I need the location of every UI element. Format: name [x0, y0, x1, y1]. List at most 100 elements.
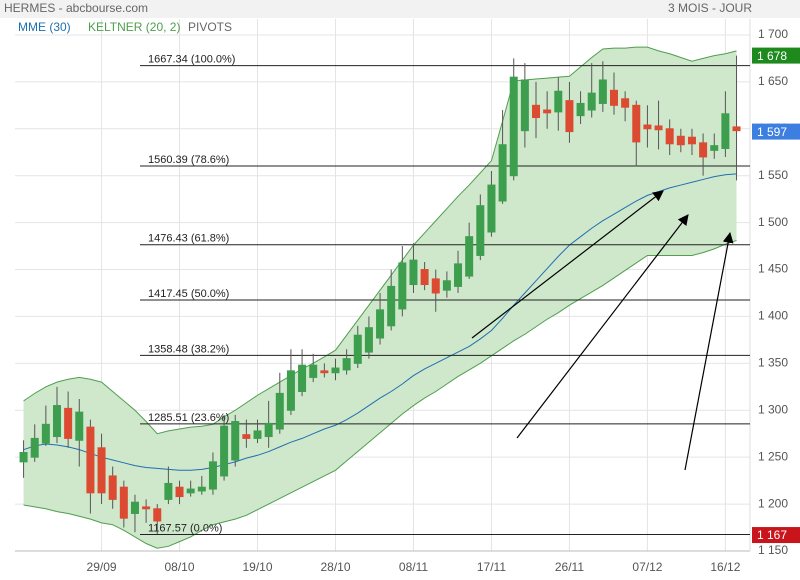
candle-body: [253, 430, 262, 439]
candle-body: [197, 486, 206, 492]
pivot-label: 1285.51 (23.6%): [148, 412, 229, 424]
candle-body: [431, 278, 440, 294]
candle-body: [498, 144, 507, 202]
candle-body: [19, 451, 28, 463]
pivot-label: 1417.45 (50.0%): [148, 288, 229, 300]
candle-body: [387, 285, 396, 327]
x-tick-label: 08/10: [165, 560, 195, 574]
arrow: [684, 231, 734, 471]
candle-body: [52, 405, 61, 438]
candle-body: [97, 447, 106, 494]
candle-body: [231, 421, 240, 461]
pivot-label: 1167.57 (0.0%): [148, 522, 222, 534]
candle-body: [130, 501, 139, 514]
candle-body: [732, 126, 741, 132]
x-tick-label: 16/12: [710, 560, 740, 574]
x-tick-label: 17/11: [477, 560, 506, 574]
candle-body: [454, 263, 463, 287]
y-tick-label: 1 350: [758, 356, 788, 370]
pivot-label: 1358.48 (38.2%): [148, 343, 229, 355]
candle-body: [609, 89, 618, 106]
candle-body: [520, 79, 529, 132]
candle-body: [543, 109, 552, 114]
candle-body: [621, 98, 630, 108]
candle-body: [286, 370, 295, 411]
keltner-upper: [23, 46, 737, 435]
price-tag-label: 1 167: [757, 528, 787, 542]
x-tick-label: 29/09: [87, 560, 117, 574]
candle-body: [64, 407, 73, 439]
pivots: 1667.34 (100.0%) 1560.39 (78.6%) 1476.43 (…: [140, 54, 750, 536]
y-tick-label: 1 500: [758, 215, 788, 229]
candle-body: [420, 269, 429, 286]
y-tick-label: 1 150: [758, 543, 788, 557]
candle-body: [576, 102, 585, 117]
candle-body: [598, 79, 607, 104]
candle-body: [532, 104, 541, 119]
y-tick-label: 1 200: [758, 496, 788, 510]
candle-body: [643, 124, 652, 130]
candle-body: [687, 136, 696, 145]
candle-body: [142, 506, 151, 510]
labels: 1 150 1 200 1 250 1 300 1 350 1 400 1 450 1 500…: [87, 27, 800, 574]
y-tick-label: 1 250: [758, 449, 788, 463]
candle-body: [465, 236, 474, 277]
keltner-lower: [23, 239, 737, 549]
legend-entry: KELTNER (20, 2): [88, 20, 180, 34]
header-bar: [0, 0, 800, 18]
x-tick-label: 19/10: [242, 560, 272, 574]
candle-body: [476, 205, 485, 256]
candle-body: [153, 508, 162, 522]
candle-body: [364, 327, 373, 353]
candle-body: [119, 486, 128, 519]
candle-body: [654, 125, 663, 131]
candle-body: [164, 482, 173, 500]
y-tick-label: 1 300: [758, 402, 788, 416]
pivot-label: 1560.39 (78.6%): [148, 154, 229, 166]
candle-body: [75, 411, 84, 441]
candle-body: [353, 334, 362, 364]
candle-body: [710, 145, 719, 151]
arrow: [516, 214, 689, 439]
price-tag-label: 1 597: [757, 125, 787, 139]
candle-body: [320, 370, 329, 374]
y-tick-label: 1 400: [758, 309, 788, 323]
candle-body: [587, 92, 596, 111]
candle-body: [632, 104, 641, 143]
candle-body: [509, 76, 518, 177]
pivot-label: 1476.43 (61.8%): [148, 233, 229, 245]
candle-body: [108, 475, 117, 500]
y-tick-label: 1 550: [758, 168, 788, 182]
candle-body: [409, 259, 418, 286]
candle-body: [331, 367, 340, 374]
candle-body: [242, 434, 251, 439]
arrow: [471, 190, 664, 339]
candle-body: [298, 364, 307, 392]
candle-body: [554, 90, 563, 113]
chart-title: HERMES - abcbourse.com: [4, 1, 148, 15]
candle-body: [30, 437, 39, 458]
mme-line: [23, 173, 737, 471]
x-tick-label: 26/11: [555, 560, 584, 574]
candle-body: [676, 135, 685, 146]
candle-body: [398, 262, 407, 310]
price-tag: [752, 47, 800, 64]
price-tag: [752, 527, 800, 544]
x-tick-label: 28/10: [320, 560, 350, 574]
candle-body: [86, 426, 95, 494]
candle-body: [186, 488, 195, 494]
candle-body: [442, 280, 451, 291]
y-tick-label: 1 450: [758, 262, 788, 276]
candles: [19, 55, 741, 535]
y-tick-label: 1 650: [758, 74, 788, 88]
candle-body: [41, 423, 50, 444]
pivot-label: 1667.34 (100.0%): [148, 54, 235, 66]
price-tag-label: 1 678: [757, 49, 787, 63]
legend-entry: MME (30): [18, 20, 71, 34]
candle-body: [275, 392, 284, 430]
x-tick-label: 08/11: [399, 560, 428, 574]
y-tick-label: 1 700: [758, 27, 788, 41]
candle-body: [220, 425, 229, 477]
period: 3 MOIS - JOUR: [668, 1, 752, 15]
